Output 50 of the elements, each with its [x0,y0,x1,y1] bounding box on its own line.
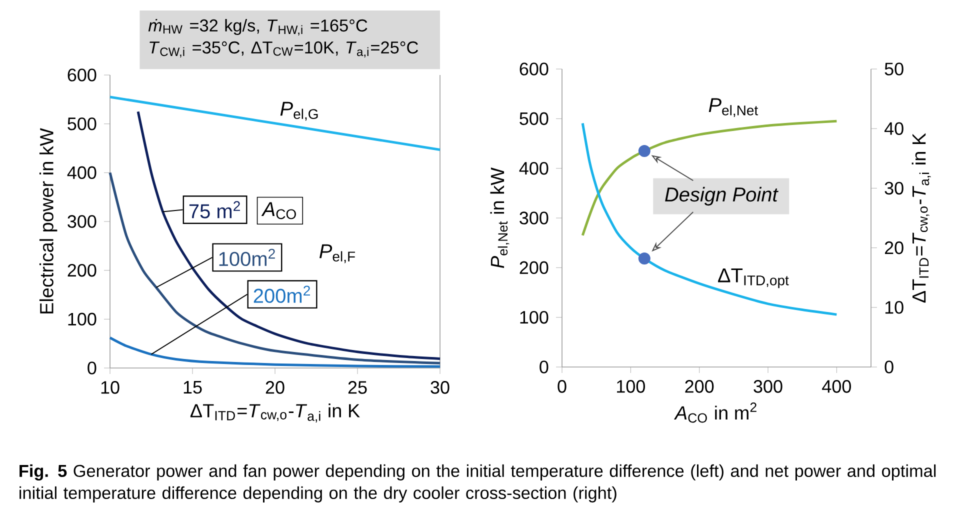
y-tick-label: 200 [520,261,548,274]
y2-tick-label: 40 [884,122,904,135]
x-tick-label: 30 [430,381,450,394]
text: 200m$^{2}$ [254,286,310,303]
annotation: Design Point [665,186,778,206]
y-axis-title: P$_{el,Net}$ in kW [490,167,510,268]
y2-tick-label: 10 [885,301,904,314]
annotation: A$_{CO}$ [261,202,296,220]
text: T$_{CW,i}$ =35°C, ΔT$_{CW}$=10K, T$_{a,i}$=25°C [150,41,418,58]
line-series [108,171,442,364]
x-axis-title: A$_{CO}$ in m$^{2}$ [674,402,756,423]
y2-tick-label: 30 [884,182,904,195]
y2-tick-label: 20 [884,241,904,254]
x-tick-label: 20 [266,381,284,394]
y-tick-label: 600 [520,62,548,76]
annotation: P$_{el,F}$ [320,244,355,264]
x-tick-label: 15 [184,381,202,394]
series-label: ΔT$_{ITD,opt}$ [718,268,789,288]
y-tick-label: 100 [520,310,548,324]
y-tick-label: 100 [68,312,96,326]
series-label: P$_{el,G}$ [280,102,318,121]
text: ṁ$_{HW}$ =32 kg/s, T$_{HW,i}$ =165°C [148,18,368,36]
line-series [581,122,838,316]
y-tick-label: 200 [68,264,96,277]
y-tick-label: 300 [68,215,96,228]
x-tick-label: 200 [685,380,714,393]
text: Fig. 5 Generator power and fan power depending on the initial temperature difference (left) and net power and optimal initial temperature difference depending on the dry cooler cross-section (right) [20,464,936,502]
x-tick-label: 10 [101,381,120,394]
line-series [581,120,838,237]
y2-tick-label: 0 [884,360,894,374]
text: ΔT$_{ITD}$=T$_{cw,o}$-T$_{a,i}$ in K [190,404,360,422]
series-label: 75 m$^{2}$ [189,201,240,218]
y-tick-label: 500 [520,112,548,126]
y-tick-label: 500 [68,117,96,130]
y2-tick-label: 50 [884,62,904,76]
y-tick-label: 300 [520,212,548,224]
y-tick-label: 600 [68,68,96,82]
x-tick-label: 25 [348,381,367,394]
y-tick-label: 0 [88,362,96,374]
x-tick-label: 100 [617,380,645,393]
y-tick-label: 400 [67,166,96,180]
x-tick-label: 400 [822,380,851,393]
x-tick-label: 300 [754,380,782,393]
text: ΔT$_{ITD}$=T$_{cw,o}$-T$_{a,i}$ in K [912,133,931,303]
x-tick-label: 0 [558,380,566,393]
y-tick-label: 0 [540,360,548,374]
text: 100m$^{2}$ [219,248,275,266]
y-tick-label: 400 [519,162,548,175]
series-label: P$_{el,Net}$ [708,98,758,118]
y-axis-title: Electrical power in kW [39,128,58,314]
